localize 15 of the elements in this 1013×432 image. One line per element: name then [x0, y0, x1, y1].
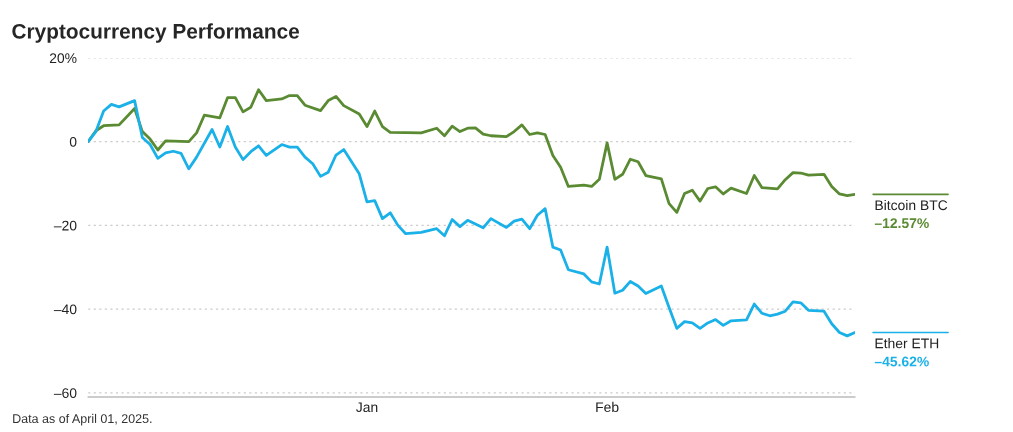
series-label: Bitcoin BTC: [875, 199, 948, 211]
x-tick-label: Feb: [596, 401, 619, 413]
text: Data as of April 01, 2025.: [13, 413, 152, 426]
series-label: Ether ETH: [875, 338, 939, 349]
y-tick-label: –60: [53, 388, 77, 398]
line-series: [88, 99, 855, 338]
annotation: –45.62%: [874, 356, 929, 367]
annotation: –12.57%: [874, 218, 929, 229]
line-series: [88, 88, 855, 214]
x-tick-label: Jan: [356, 402, 378, 413]
y-tick-label: 20%: [49, 53, 77, 64]
y-tick-label: –40: [53, 304, 77, 315]
y-tick-label: 0: [69, 136, 77, 147]
y-tick-label: –20: [53, 220, 77, 231]
chart-title: Cryptocurrency Performance: [12, 23, 300, 43]
